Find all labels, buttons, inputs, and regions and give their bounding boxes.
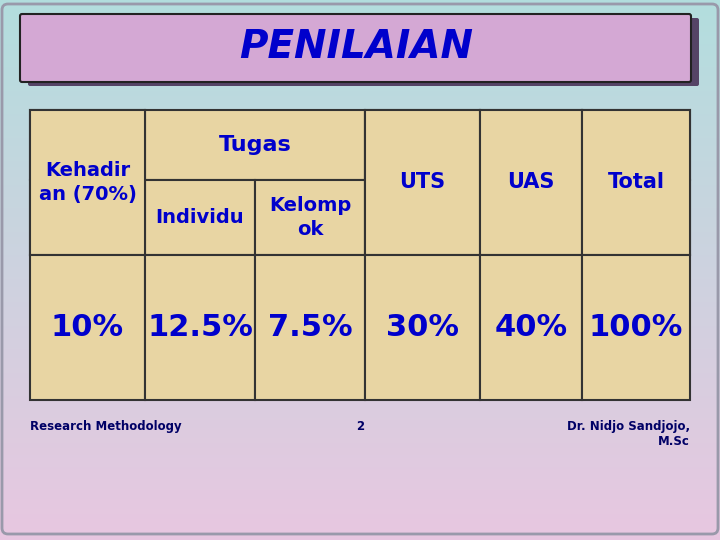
Bar: [365, 180, 480, 255]
Bar: [480, 180, 582, 255]
Bar: [365, 110, 480, 255]
Bar: [365, 110, 480, 180]
Bar: [30, 110, 145, 180]
Bar: [30, 180, 145, 255]
Bar: [582, 255, 690, 400]
Text: Individu: Individu: [156, 208, 244, 227]
Text: 40%: 40%: [495, 313, 567, 342]
Bar: [582, 110, 690, 180]
Text: Research Methodology: Research Methodology: [30, 420, 181, 433]
Bar: [30, 255, 145, 400]
Bar: [582, 180, 690, 255]
Text: 12.5%: 12.5%: [147, 313, 253, 342]
Text: UTS: UTS: [400, 172, 446, 192]
Text: 7.5%: 7.5%: [268, 313, 352, 342]
Text: 2: 2: [356, 420, 364, 433]
Bar: [145, 255, 255, 400]
Bar: [145, 180, 255, 255]
Bar: [365, 255, 480, 400]
Text: 100%: 100%: [589, 313, 683, 342]
Text: 30%: 30%: [386, 313, 459, 342]
Text: Total: Total: [608, 172, 665, 192]
Text: Dr. Nidjo Sandjojo,
M.Sc: Dr. Nidjo Sandjojo, M.Sc: [567, 420, 690, 448]
Bar: [145, 110, 365, 180]
Text: Kehadir
an (70%): Kehadir an (70%): [39, 161, 136, 204]
Bar: [255, 180, 365, 255]
Text: Tugas: Tugas: [219, 135, 292, 155]
Text: 10%: 10%: [51, 313, 124, 342]
FancyBboxPatch shape: [28, 18, 699, 86]
Text: Kelomp
ok: Kelomp ok: [269, 196, 351, 239]
Bar: [582, 110, 690, 255]
Bar: [255, 255, 365, 400]
Bar: [480, 110, 582, 180]
Bar: [480, 110, 582, 255]
Bar: [30, 110, 145, 255]
Text: UAS: UAS: [508, 172, 554, 192]
Text: PENILAIAN: PENILAIAN: [239, 28, 473, 66]
FancyBboxPatch shape: [20, 14, 691, 82]
Bar: [480, 255, 582, 400]
